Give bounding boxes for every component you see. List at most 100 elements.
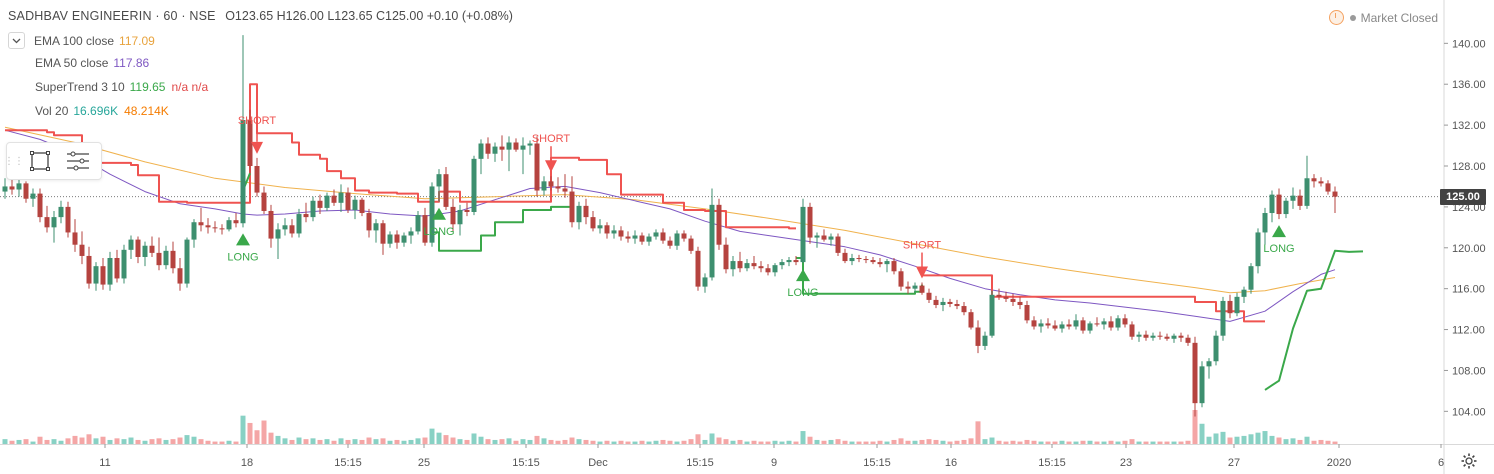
candle-body [450,206,456,225]
candle-body [1031,320,1037,327]
candle-body [184,239,190,284]
volume-bar [1143,441,1149,444]
volume-bar [660,439,666,444]
drag-handle-icon[interactable]: ⋮⋮ [4,155,24,167]
candle-body [835,236,841,253]
candle-body [597,225,603,229]
candle-body [905,286,911,289]
candle-body [1150,335,1156,338]
volume-bar [1129,439,1135,444]
volume-bar [695,434,701,444]
candle-body [86,255,92,284]
volume-bar [940,440,946,444]
candle-body [611,230,617,234]
volume-bar [394,439,400,444]
candle-body [303,214,309,218]
volume-bar [205,440,211,444]
candle-body [142,245,148,257]
gear-icon[interactable] [1461,453,1477,469]
long-arrow [796,269,810,282]
volume-bar [807,436,813,444]
candle-body [996,294,1002,297]
volume-bar [121,439,127,444]
candle-body [156,252,162,266]
long-label: LONG [227,251,258,263]
rectangle-tool-button[interactable] [21,143,59,179]
volume-bar [499,439,505,444]
volume-bar [345,439,351,444]
candle-body [744,263,750,269]
price-tick-label: 104.00 [1452,406,1486,418]
volume-bar [870,441,876,444]
volume-bar [744,441,750,444]
time-tick-label: 15:15 [686,457,714,469]
candle-body [667,240,673,246]
candle-body [1171,335,1177,339]
candle-body [471,158,477,212]
volume-bar [184,435,190,444]
candle-body [555,186,561,189]
volume-bar [1234,436,1240,444]
volume-bar [1269,435,1275,444]
candle-body [198,222,204,226]
candle-body [79,244,85,256]
candle-body [737,261,743,269]
supertrend-up-line [432,205,572,252]
short-arrow [545,160,557,173]
volume-bar [576,439,582,444]
volume-bar [233,441,239,444]
volume-bar [79,437,85,444]
volume-bar [884,441,890,444]
volume-bar [450,437,456,444]
candle-body [625,236,631,239]
time-tick-label: 23 [1120,457,1132,469]
volume-bar [891,439,897,444]
candle-body [443,174,449,207]
short-label: SHORT [238,115,277,127]
volume-bar [590,440,596,444]
long-label: LONG [1263,243,1294,255]
candle-body [919,285,925,293]
volume-bar [1073,441,1079,444]
ohlc-readout: O123.65 H126.00 L123.65 C125.00 +0.10 (+… [225,9,513,23]
candle-body [716,204,722,245]
volume-bar [177,437,183,444]
candle-body [1297,195,1303,206]
volume-bar [1192,410,1198,444]
candle-body [310,200,316,218]
candle-body [751,263,757,267]
symbol-header: SADHBAV ENGINEERIN · 60 · NSE O123.65 H1… [8,9,513,23]
volume-bar [163,439,169,444]
volume-bar [723,439,729,444]
candle-body [1003,296,1009,299]
candle-body [128,239,134,250]
volume-bar [65,438,71,444]
settings-lines-button[interactable] [59,143,97,179]
time-tick-label: 16 [945,457,957,469]
candle-body [1227,300,1233,314]
symbol-title[interactable]: SADHBAV ENGINEERIN · 60 · NSE [8,9,216,23]
volume-bar [72,435,78,444]
volume-bar [1311,440,1317,444]
legend-ema50[interactable]: EMA 50 close 117.86 [35,56,155,70]
volume-bar [604,440,610,444]
candle-body [513,142,519,150]
price-tick-label: 132.00 [1452,120,1486,132]
legend-supertrend[interactable]: SuperTrend 3 10 119.65 n/a n/a [35,80,214,94]
volume-bar [842,440,848,444]
volume-bar [905,440,911,444]
legend-ema100[interactable]: EMA 100 close 117.09 [8,32,161,49]
candle-body [226,220,232,230]
candle-body [1143,334,1149,338]
short-arrow [916,266,928,279]
legend-volume[interactable]: Vol 20 16.696K 48.214K [35,104,175,118]
candle-body [975,327,981,346]
volume-bar [191,436,197,444]
candle-body [1087,323,1093,331]
candle-body [485,143,491,154]
volume-bar [1115,441,1121,444]
volume-bar [240,415,246,444]
collapse-legend-button[interactable] [8,32,25,49]
volume-bar [436,432,442,444]
